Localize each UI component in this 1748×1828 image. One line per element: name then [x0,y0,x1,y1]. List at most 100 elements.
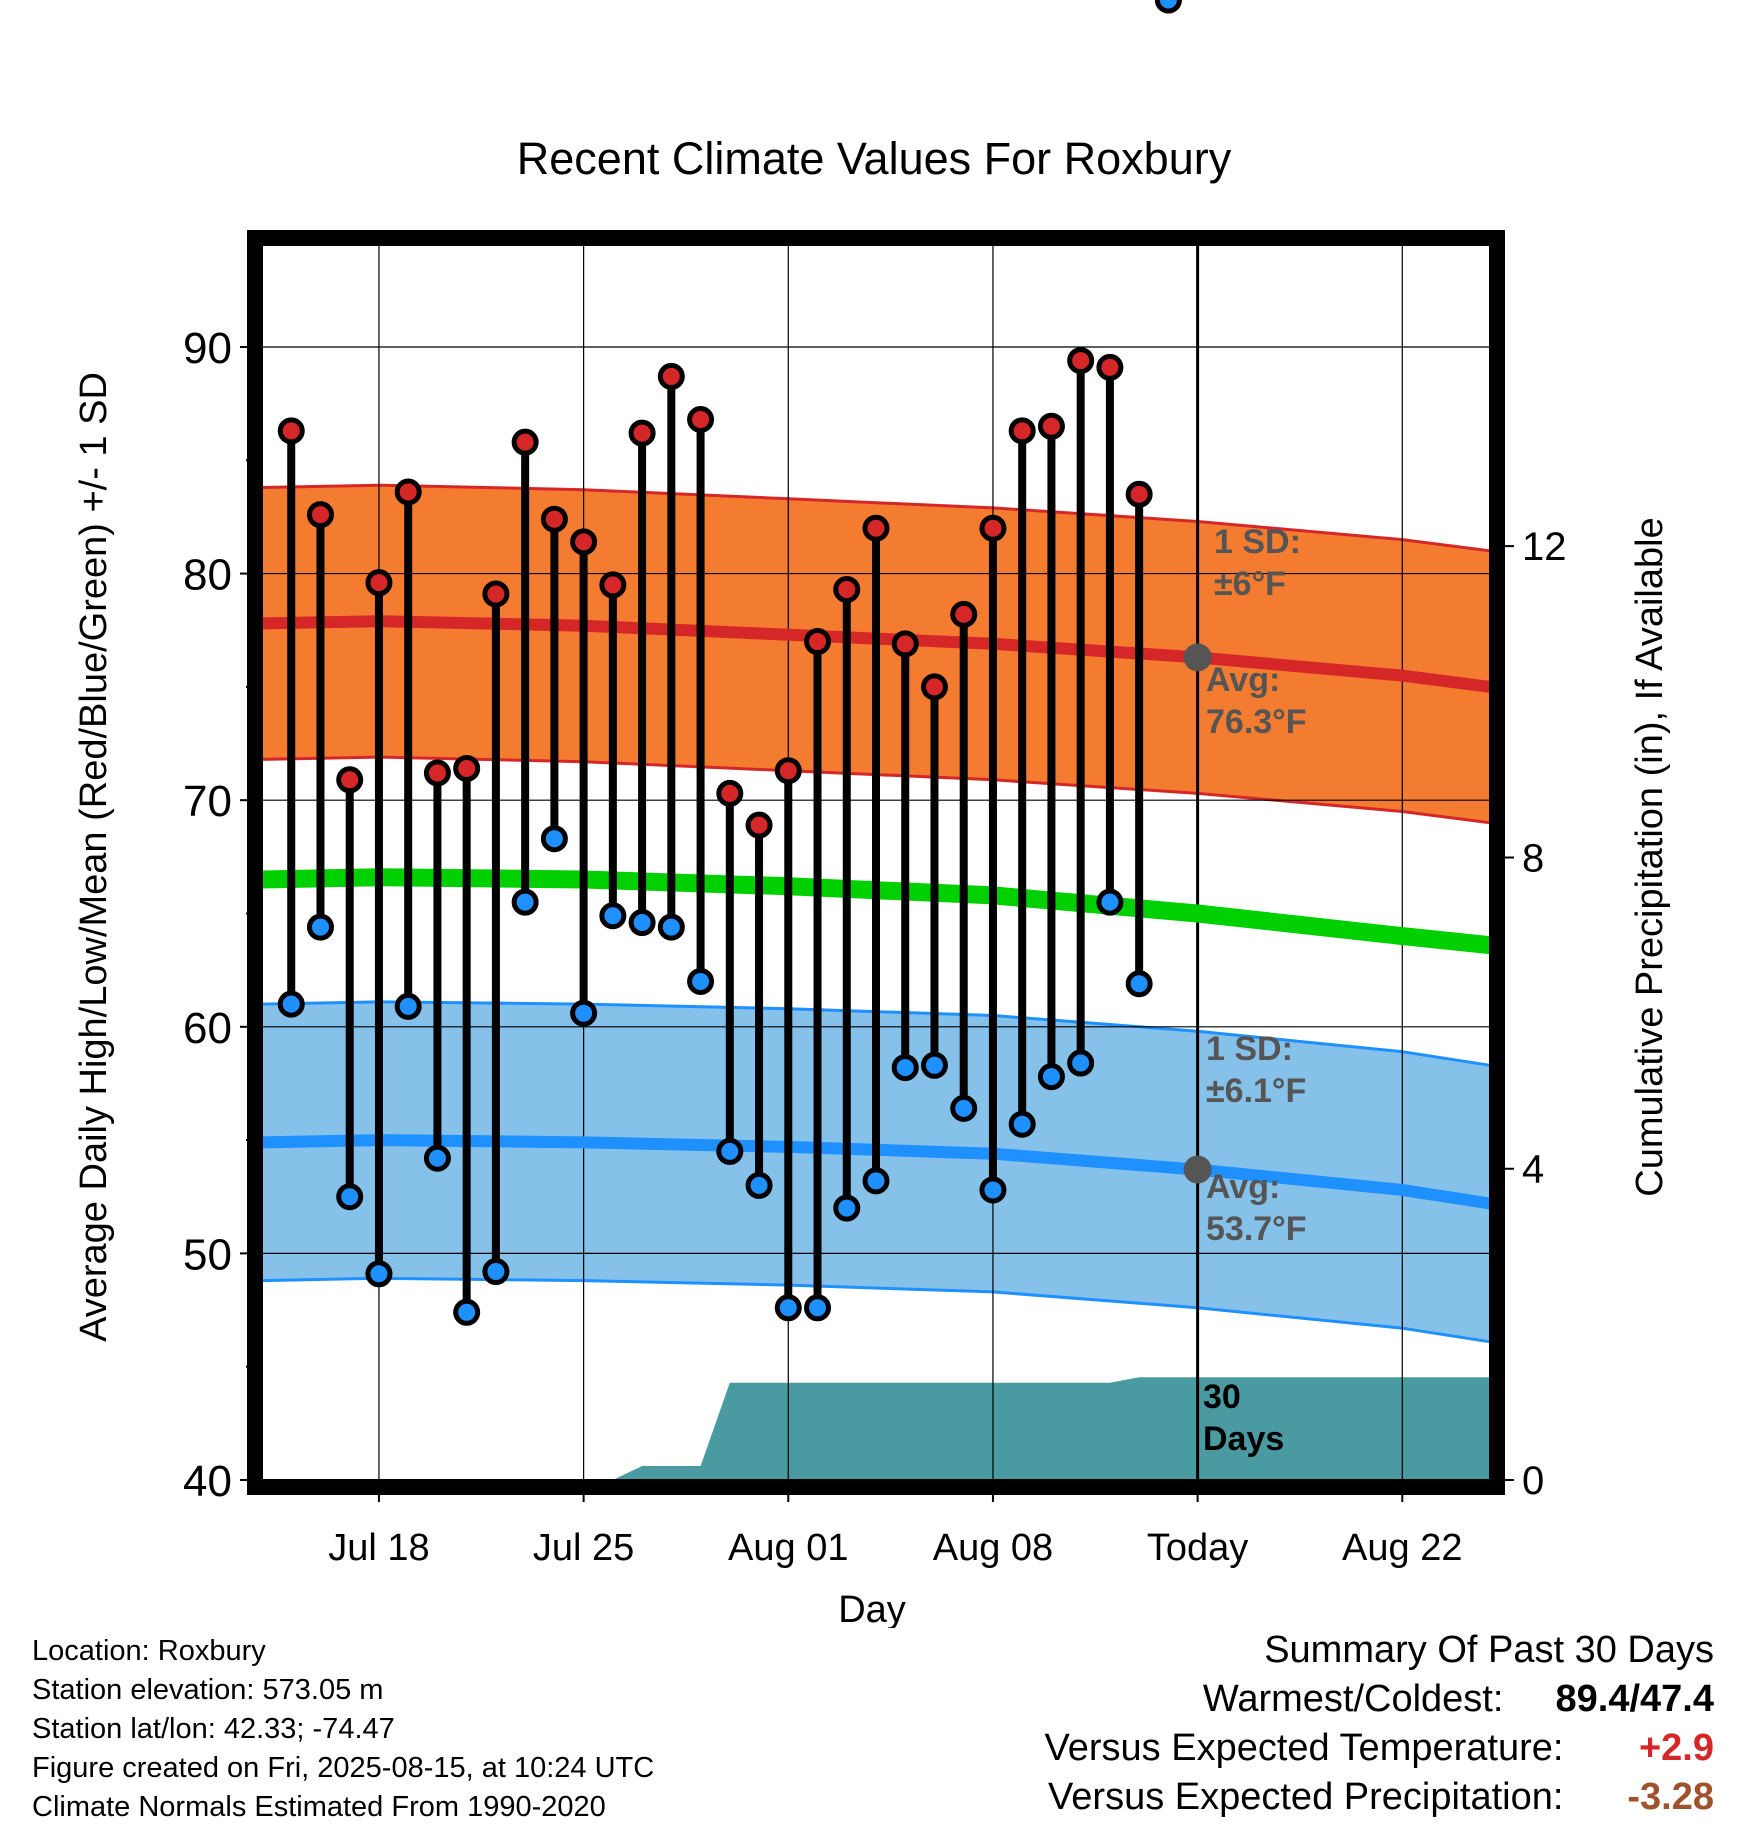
y-tick-label: 50 [183,1230,232,1279]
high-point [1037,412,1065,440]
created-text: Figure created on Fri, 2025-08-15, at 10… [32,1752,655,1784]
high-point [394,478,422,506]
low-point [979,1176,1007,1204]
low-point [511,888,539,916]
low-avg-label: Avg: 53.7°F [1206,1168,1307,1248]
high-point [979,514,1007,542]
low-point [423,1144,451,1172]
today-low-marker [1183,1155,1212,1184]
warmest-label: Warmest/Coldest: [1202,1678,1504,1720]
high-sd-label: 1 SD: ±6°F [1214,523,1301,603]
low-point [306,913,334,941]
low-point [628,909,656,937]
low-point [657,913,685,941]
high-point [336,766,364,794]
elevation-text: Station elevation: 573.05 m [32,1674,384,1706]
high-point [511,428,539,456]
summary-title: Summary Of Past 30 Days [1264,1629,1714,1671]
y-axis-label: Average Daily High/Low/Mean (Red/Blue/Gr… [73,372,115,1342]
daily-stems [287,360,1144,1313]
low-sd-label: 1 SD: ±6.1°F [1206,1030,1306,1110]
low-point [774,1294,802,1322]
x-tick-label: Jul 18 [328,1527,429,1569]
low-point [891,1054,919,1082]
x-tick-label: Jul 25 [533,1527,634,1569]
high-point [891,630,919,658]
climate-chart: Recent Climate Values For Roxbury 1 SD: ±… [73,0,1671,1628]
low-point [687,967,715,995]
high-point [570,528,598,556]
low-sd-lower-edge [261,1276,1491,1344]
axes: 40 50 60 70 80 90 0 4 8 12 Jul 18 Jul 25 Aug 01 Aug 0… [183,324,1566,1569]
summary-panel: Summary Of Past 30 Days Warmest/Coldest:… [1045,1626,1714,1822]
low-point [1154,0,1182,14]
high-point [862,514,890,542]
daily-points [277,0,1182,1326]
high-point [774,757,802,785]
y-tick-label: 60 [183,1004,232,1053]
annotations: 1 SD: ±6°F Avg: 76.3°F 1 SD: ±6.1°F Avg: 53.7°F… [1183,523,1307,1458]
high-point [599,571,627,599]
high-point [833,575,861,603]
summary-precip-row: Versus Expected Precipitation: -3.28 [1045,1773,1714,1822]
high-point [687,405,715,433]
low-point [920,1051,948,1079]
high-point [306,501,334,529]
x-tick-label: Aug 08 [933,1527,1053,1569]
high-point [716,779,744,807]
plot-frame [247,230,1505,1495]
y-tick-label: 80 [183,551,232,600]
high-point [423,759,451,787]
high-point [1067,347,1095,375]
y-tick-label: 70 [183,777,232,826]
precip-cumulative-area [262,1377,1490,1480]
high-point [1096,353,1124,381]
low-point [482,1258,510,1286]
y2-axis-label: Cumulative Precipitation (in), If Availa… [1629,517,1671,1196]
chart-title: Recent Climate Values For Roxbury [517,133,1232,184]
warmest-value: 89.4/47.4 [1555,1678,1714,1720]
high-point [657,362,685,390]
high-point [540,505,568,533]
high-point [745,811,773,839]
low-point [336,1183,364,1211]
station-info: Location: Roxbury Station elevation: 573… [32,1632,654,1827]
high-point [277,417,305,445]
high-point [920,673,948,701]
low-point [950,1094,978,1122]
y2-tick-label: 4 [1522,1148,1544,1192]
normal-lines [261,615,1491,1210]
x-tick-label: Aug 22 [1342,1527,1462,1569]
low-point [804,1294,832,1322]
temp-value: +2.9 [1638,1727,1714,1769]
low-point [862,1167,890,1195]
high-point [1008,417,1036,445]
high-point [628,419,656,447]
normal-high-line [261,615,1491,693]
normal-low-line [261,1134,1491,1210]
low-point [453,1298,481,1326]
location-text: Location: Roxbury [32,1635,266,1667]
precip-label: Versus Expected Precipitation: [1048,1776,1564,1818]
low-point [1067,1049,1095,1077]
y2-tick-label: 12 [1522,525,1567,569]
low-point [365,1260,393,1288]
precip-value: -3.28 [1627,1776,1714,1818]
high-avg-label: Avg: 76.3°F [1206,661,1307,741]
today-high-marker [1183,643,1212,672]
high-point [804,628,832,656]
high-point [453,754,481,782]
x-tick-label: Aug 01 [728,1527,848,1569]
low-point [277,990,305,1018]
y-tick-label: 40 [183,1457,232,1506]
normal-mean-line [261,868,1491,955]
x-axis-label: Day [838,1589,906,1628]
low-point [745,1171,773,1199]
low-point [1008,1110,1036,1138]
low-point [1125,970,1153,998]
precipitation-area [262,1377,1490,1480]
low-point [540,825,568,853]
low-point [1096,888,1124,916]
summary-warmest-row: Warmest/Coldest: 89.4/47.4 [1045,1675,1714,1724]
low-point [394,992,422,1020]
